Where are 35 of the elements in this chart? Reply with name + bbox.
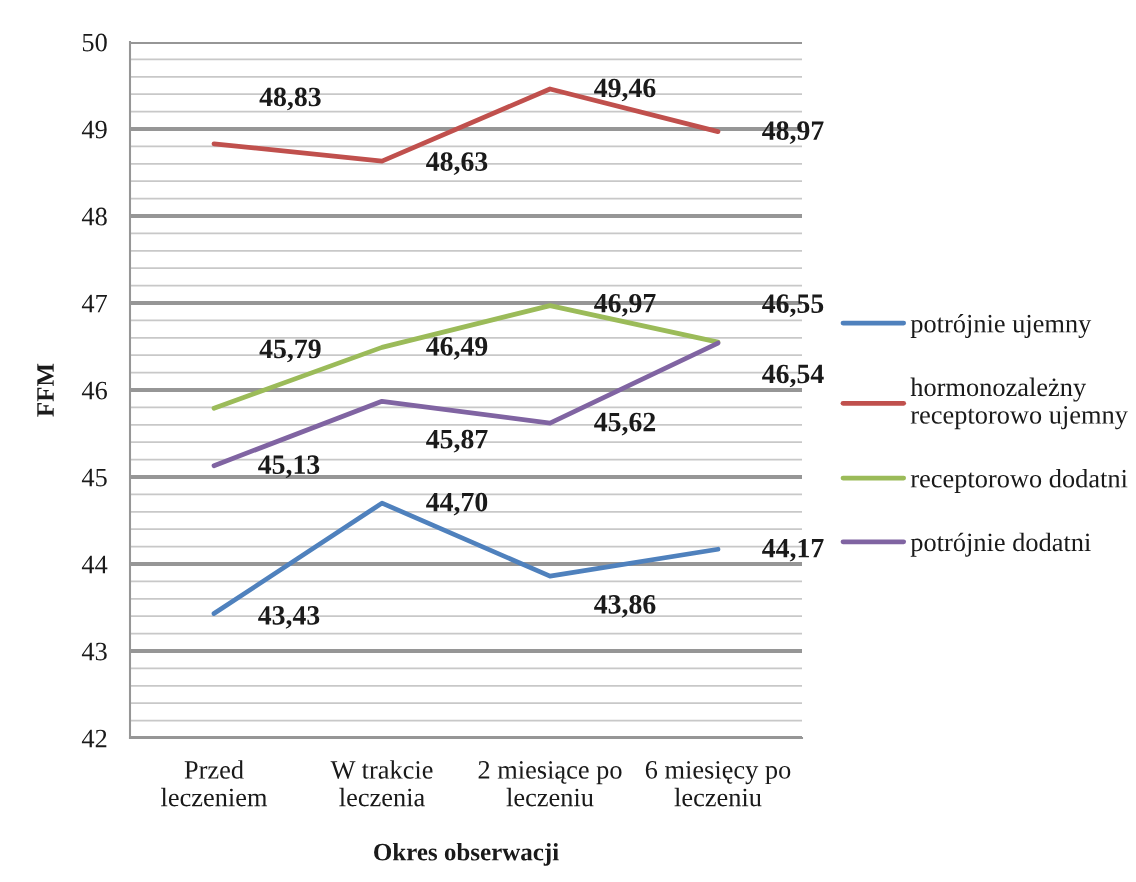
y-tick-label: 42	[81, 729, 107, 748]
x-axis-title: Okres obserwacji	[374, 843, 559, 866]
y-tick-label: 43	[81, 642, 107, 661]
data-label: 48,83	[259, 87, 321, 111]
x-tick-label: 2 miesiące po leczeniu	[478, 761, 622, 807]
data-label: 46,49	[426, 337, 488, 360]
data-label: 43,86	[594, 594, 656, 618]
y-tick-label: 45	[81, 468, 107, 487]
data-label: 44,17	[762, 538, 824, 562]
legend-label: hormonozależny receptorowo ujemny	[910, 377, 1128, 430]
x-tick-label: 6 miesięcy po leczeniu	[645, 760, 791, 807]
y-tick-label: 48	[81, 207, 107, 226]
data-label: 44,70	[426, 492, 488, 516]
y-tick-label: 44	[81, 555, 108, 574]
y-tick-label: 49	[81, 120, 107, 139]
y-axis-title: FFM	[37, 363, 54, 417]
data-label: 45,87	[426, 429, 488, 453]
legend-label: receptorowo dodatni	[910, 469, 1128, 493]
data-label: 45,62	[594, 412, 656, 436]
y-tick-label: 47	[81, 294, 108, 313]
y-tick-label: 46	[81, 381, 107, 400]
data-label: 49,46	[594, 78, 656, 102]
data-label: 48,97	[762, 121, 824, 144]
legend-label: potrójnie dodatni	[910, 532, 1091, 557]
data-label: 45,79	[259, 339, 321, 363]
data-label: 43,43	[258, 606, 320, 629]
data-label: 46,97	[594, 293, 656, 317]
y-tick-label: 50	[82, 33, 107, 52]
data-label: 46,55	[762, 294, 824, 318]
data-label: 48,63	[426, 152, 488, 175]
x-tick-label: Przed leczeniem	[161, 760, 268, 807]
data-label: 45,13	[258, 455, 320, 479]
x-tick-label: W trakcie leczenia	[330, 760, 433, 807]
legend-label: potrójnie ujemny	[910, 313, 1092, 339]
data-label: 46,54	[762, 364, 824, 388]
